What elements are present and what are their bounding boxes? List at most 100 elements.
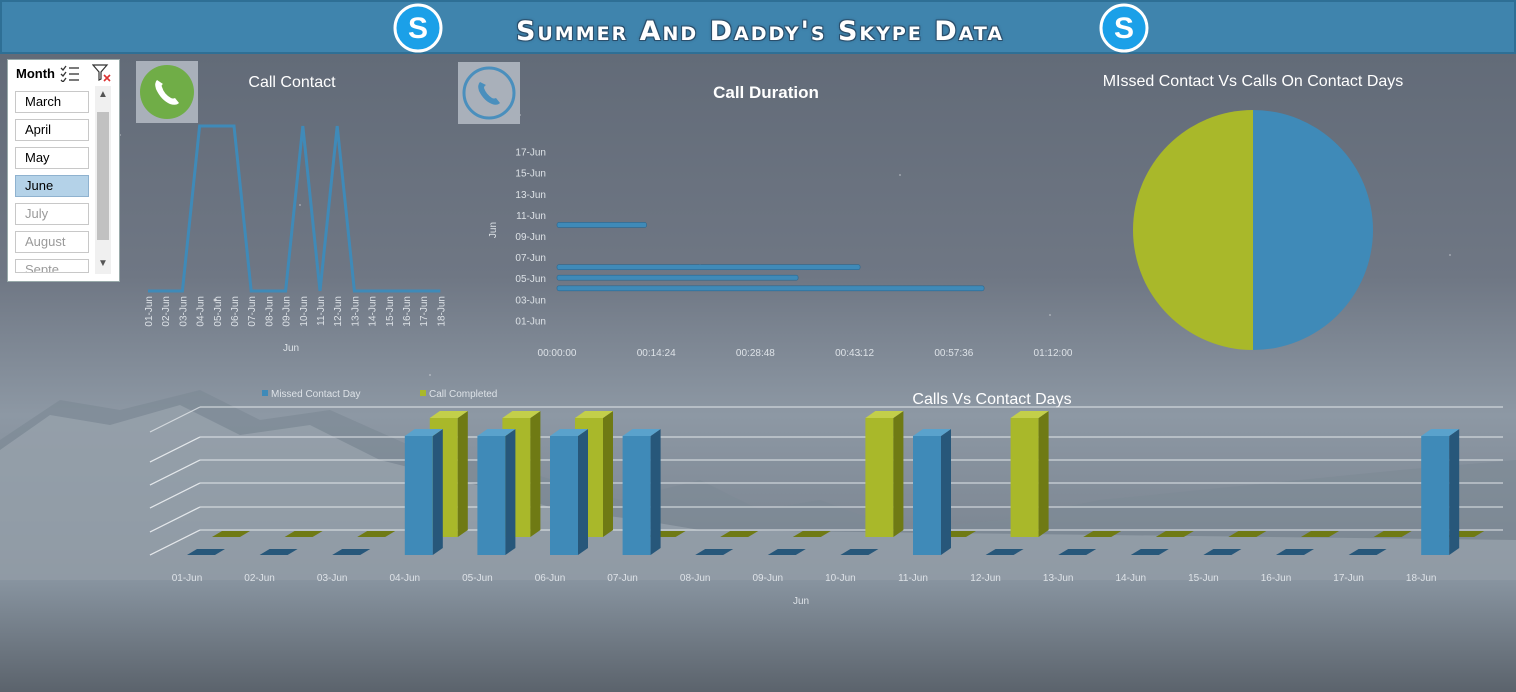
bar-front bbox=[913, 436, 941, 555]
bar-side bbox=[941, 429, 951, 555]
missed-contact-bar bbox=[1203, 549, 1242, 555]
x-axis-label: Jun bbox=[793, 596, 809, 607]
legend-entry: Call Completed bbox=[429, 389, 497, 400]
x-tick-label: 03-Jun bbox=[178, 296, 189, 327]
gridline bbox=[149, 436, 201, 463]
bar-top bbox=[913, 429, 951, 436]
phone-icon bbox=[136, 61, 198, 123]
call-completed-bar bbox=[1301, 531, 1339, 537]
calls-vs-contact-chart: Missed Contact Day Call Completed 01-Jun 02… bbox=[149, 389, 1503, 607]
y-tick-label: 07-Jun bbox=[515, 253, 546, 264]
slicer-item-april[interactable]: April bbox=[15, 119, 89, 141]
missed-contact-bar bbox=[187, 549, 225, 555]
bar-top bbox=[429, 411, 468, 418]
slicer-item-septe[interactable]: Septe... bbox=[15, 259, 89, 273]
x-tick-label: 10-Jun bbox=[825, 573, 856, 584]
missed-contact-bar bbox=[259, 549, 298, 555]
missed-contact-bar bbox=[622, 429, 661, 555]
bar-front bbox=[622, 436, 651, 555]
missed-contact-bar bbox=[1348, 549, 1387, 555]
slicer-scrollbar[interactable]: ▲ ▼ bbox=[95, 86, 111, 274]
bar-front bbox=[477, 436, 506, 555]
slicer-item-august[interactable]: August bbox=[15, 231, 89, 253]
scrollbar-thumb[interactable] bbox=[97, 112, 109, 240]
x-tick-label: 07-Jun bbox=[247, 296, 258, 327]
gridline bbox=[149, 482, 201, 509]
call-duration-chart: 01-Jun 03-Jun 05-Jun 07-Jun 09-Jun 11-Jun 13-J… bbox=[488, 148, 1073, 359]
lake-background bbox=[0, 580, 1516, 692]
scroll-down-icon[interactable]: ▼ bbox=[98, 258, 108, 269]
slicer-item-june[interactable]: June bbox=[15, 175, 89, 197]
call-completed-bar bbox=[1083, 531, 1122, 537]
duration-bar bbox=[556, 285, 985, 292]
y-tick-label: 15-Jun bbox=[515, 169, 546, 180]
duration-bar bbox=[556, 264, 861, 270]
flat-bar bbox=[259, 549, 298, 555]
x-tick-label: 02-Jun bbox=[161, 296, 172, 327]
bar-front bbox=[550, 436, 578, 555]
bar-side bbox=[578, 429, 588, 555]
flat-bar bbox=[720, 531, 759, 537]
y-tick-label: 03-Jun bbox=[515, 295, 546, 306]
y-tick-label: 11-Jun bbox=[516, 211, 546, 222]
missed-contact-bar bbox=[550, 429, 588, 555]
call-completed-bar bbox=[212, 531, 250, 537]
dashboard-title: Summer And Daddy's Skype Data bbox=[515, 16, 1005, 47]
month-slicer: Month March April May June July August Septe..… bbox=[7, 59, 120, 282]
x-tick-label: 08-Jun bbox=[264, 296, 275, 327]
bar-top bbox=[1421, 429, 1460, 436]
x-tick-label: 06-Jun bbox=[230, 296, 241, 327]
slicer-item-may[interactable]: May bbox=[15, 147, 89, 169]
y-tick-label: 09-Jun bbox=[515, 232, 546, 243]
scroll-up-icon[interactable]: ▲ bbox=[98, 89, 108, 100]
x-tick-label: 10-Jun bbox=[299, 296, 310, 327]
call-completed-bar bbox=[792, 531, 831, 537]
y-tick-label: 17-Jun bbox=[515, 148, 546, 159]
bar-side bbox=[1449, 429, 1460, 555]
slicer-item-march[interactable]: March bbox=[15, 91, 89, 113]
flat-bar bbox=[1348, 549, 1387, 555]
flat-bar bbox=[1130, 549, 1169, 555]
bar-side bbox=[603, 411, 613, 537]
x-tick-label: 12-Jun bbox=[333, 296, 344, 327]
x-tick-label: 11-Jun bbox=[316, 296, 327, 326]
flat-bar bbox=[1373, 531, 1412, 537]
multi-select-icon[interactable] bbox=[60, 64, 80, 82]
clear-filter-icon[interactable] bbox=[92, 63, 112, 83]
x-tick-label: 14-Jun bbox=[368, 296, 379, 327]
bar-top bbox=[404, 429, 443, 436]
x-tick-label: 15-Jun bbox=[385, 296, 396, 327]
x-tick-label: 17-Jun bbox=[419, 296, 430, 327]
call-completed-bar bbox=[720, 531, 759, 537]
missed-contact-bar bbox=[913, 429, 951, 555]
x-tick-label: 02-Jun bbox=[244, 573, 275, 584]
bar-front bbox=[1010, 418, 1039, 537]
x-tick-label: 16-Jun bbox=[1261, 573, 1292, 584]
x-tick-label: 03-Jun bbox=[317, 573, 348, 584]
flat-bar bbox=[1228, 531, 1267, 537]
bar-top bbox=[550, 429, 588, 436]
bar-side bbox=[530, 411, 541, 537]
x-tick-label: 01-Jun bbox=[144, 296, 155, 327]
slicer-item-july[interactable]: July bbox=[15, 203, 89, 225]
call-contact-chart: 01-Jun 02-Jun 03-Jun 04-Jun 05-Jun 06-Jun 07-J… bbox=[144, 124, 447, 354]
x-tick-label: 17-Jun bbox=[1333, 573, 1364, 584]
bar-top bbox=[1010, 411, 1049, 418]
x-tick-label: 04-Jun bbox=[390, 573, 421, 584]
x-tick-label: 14-Jun bbox=[1116, 573, 1147, 584]
flat-bar bbox=[1276, 549, 1314, 555]
svg-text:S: S bbox=[408, 12, 428, 45]
x-tick-label: 12-Jun bbox=[970, 573, 1001, 584]
bar-front bbox=[1421, 436, 1450, 555]
x-tick-label: 08-Jun bbox=[680, 573, 711, 584]
missed-contact-bar bbox=[477, 429, 516, 555]
bar-side bbox=[1038, 411, 1049, 537]
missed-vs-calls-title: MIssed Contact Vs Calls On Contact Days bbox=[1102, 73, 1404, 90]
flat-bar bbox=[695, 549, 734, 555]
y-axis-label: Jun bbox=[488, 222, 499, 238]
skype-logo-icon: S bbox=[1099, 3, 1149, 53]
flat-bar bbox=[1203, 549, 1242, 555]
missed-contact-bar bbox=[1421, 429, 1460, 555]
x-axis-label: Jun bbox=[283, 343, 299, 354]
x-tick-label: 04-Jun bbox=[196, 296, 207, 327]
